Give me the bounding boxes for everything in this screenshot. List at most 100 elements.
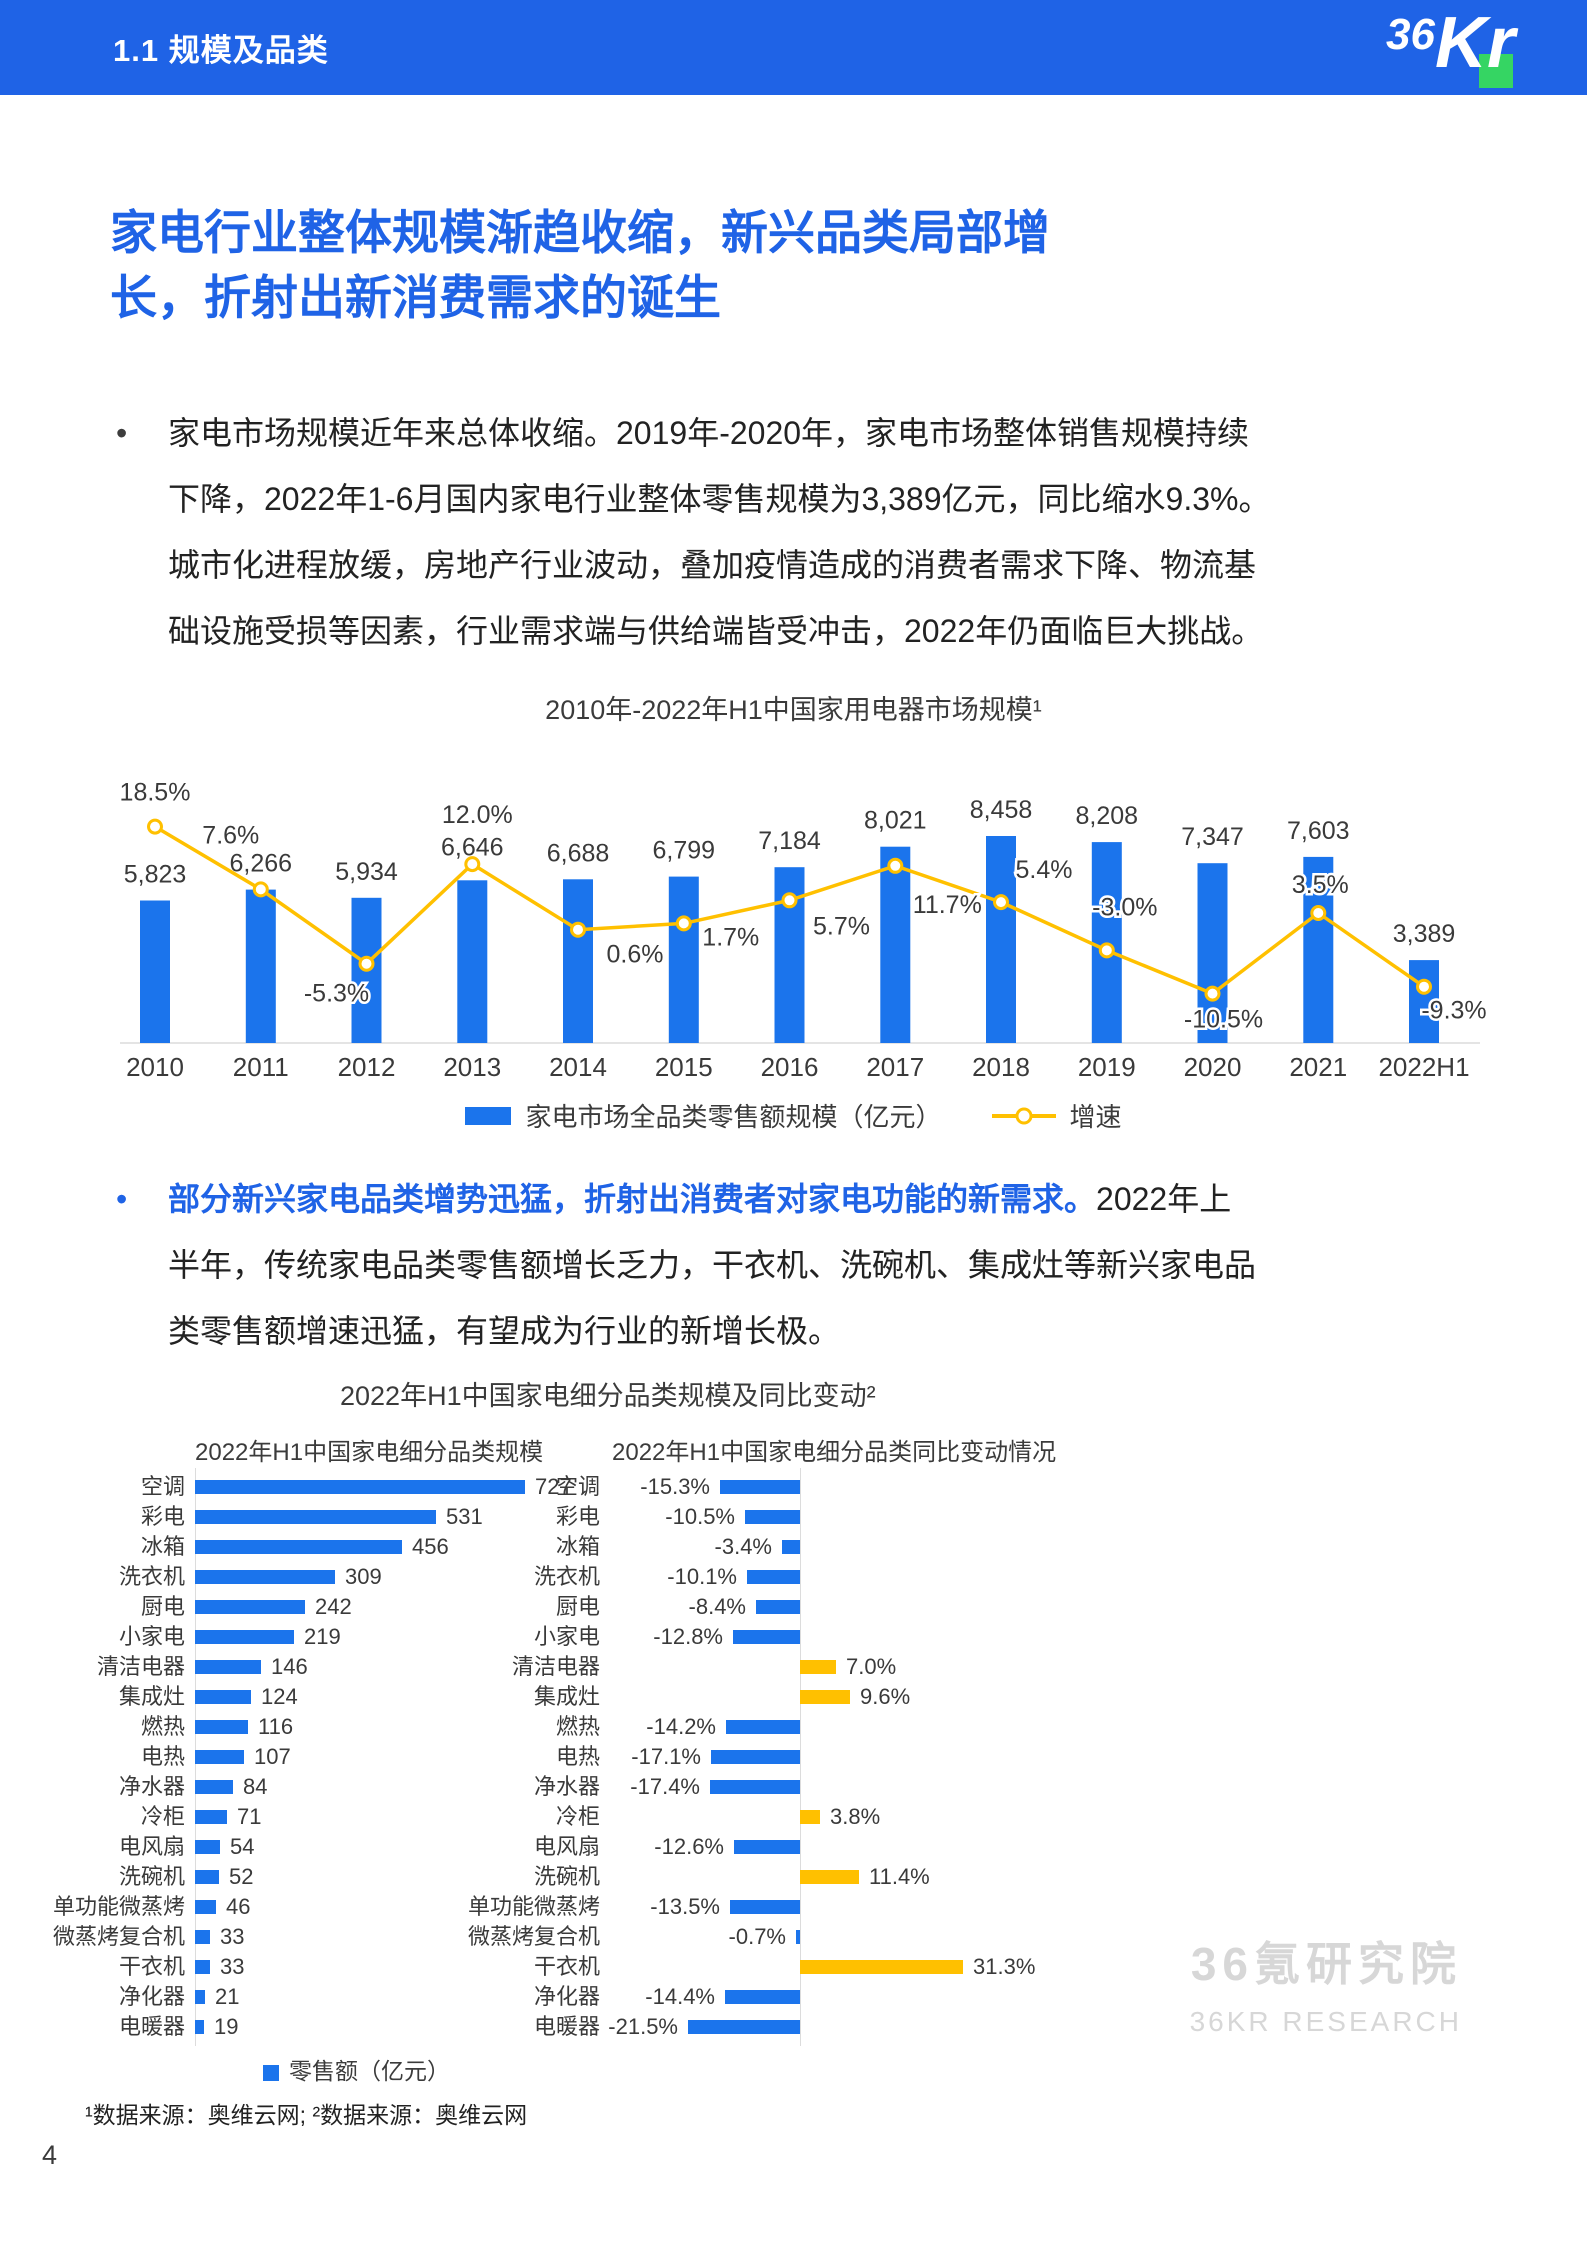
scale-row-label: 干衣机 bbox=[118, 1954, 185, 1979]
section-label: 1.1 规模及品类 bbox=[113, 33, 329, 68]
change-value: 7.0% bbox=[846, 1654, 897, 1679]
scale-bar bbox=[195, 1630, 294, 1644]
paragraph-line: 类零售额增速迅猛，有望成为行业的新增长极。 bbox=[168, 1313, 841, 1349]
scale-value: 19 bbox=[214, 2014, 239, 2039]
change-value: -0.7% bbox=[728, 1924, 786, 1949]
bullet-dot: • bbox=[116, 1181, 128, 1217]
change-bar-negative bbox=[730, 1900, 800, 1914]
change-value: -15.3% bbox=[640, 1474, 710, 1499]
change-row-label: 燃热 bbox=[555, 1714, 600, 1739]
growth-marker bbox=[993, 894, 1009, 911]
change-bar-negative bbox=[747, 1570, 800, 1584]
change-row-label: 彩电 bbox=[555, 1504, 600, 1529]
x-tick-label: 2013 bbox=[443, 1052, 501, 1082]
x-tick-label: 2011 bbox=[233, 1052, 289, 1082]
scale-value: 107 bbox=[254, 1744, 291, 1769]
scale-row-label: 电热 bbox=[140, 1744, 185, 1769]
footnote: ¹数据来源：奥维云网; ²数据来源：奥维云网 bbox=[85, 2102, 528, 2128]
scale-bar bbox=[195, 1660, 261, 1674]
growth-pct-label: 3.5% bbox=[1292, 871, 1349, 899]
change-value: -17.1% bbox=[631, 1744, 701, 1769]
bullet-dot: • bbox=[116, 415, 128, 451]
growth-marker bbox=[252, 881, 269, 898]
change-chart-title: 2022年H1中国家电细分品类同比变动情况 bbox=[612, 1439, 1057, 1466]
scale-chart-legend: 零售额（亿元） bbox=[263, 2052, 450, 2086]
market-size-chart: 5,823 2010 6,266 2011 5,934 2012 6,646 2013 6,68… bbox=[100, 728, 1500, 1090]
growth-marker bbox=[1416, 978, 1432, 995]
change-value: -13.5% bbox=[650, 1894, 720, 1919]
page-title-line1: 家电行业整体规模渐趋收缩，新兴品类局部增 bbox=[110, 206, 1050, 259]
paragraph-line: 家电市场规模近年来总体收缩。2019年-2020年，家电市场整体销售规模持续 bbox=[168, 415, 1250, 451]
change-bar-positive bbox=[800, 1960, 963, 1974]
bar-value-label: 5,823 bbox=[124, 861, 187, 889]
bar-value-label: 5,934 bbox=[335, 858, 398, 886]
change-value: 11.4% bbox=[869, 1864, 930, 1889]
change-bar-positive bbox=[800, 1870, 859, 1884]
paragraph-new-categories: • 部分新兴家电品类增势迅猛，折射出消费者对家电功能的新需求。2022年上 半年… bbox=[112, 1166, 1532, 1364]
scale-bar bbox=[195, 1570, 335, 1584]
growth-pct-label: 5.4% bbox=[1016, 856, 1073, 884]
scale-value: 124 bbox=[261, 1684, 298, 1709]
paragraph-market-shrink: • 家电市场规模近年来总体收缩。2019年-2020年，家电市场整体销售规模持续… bbox=[112, 400, 1532, 664]
watermark-en: 36KR RESEARCH bbox=[1189, 2006, 1462, 2037]
change-value: -17.4% bbox=[630, 1774, 700, 1799]
change-row-label: 集成灶 bbox=[533, 1684, 600, 1709]
scale-row-label: 空调 bbox=[140, 1474, 185, 1499]
scale-bar bbox=[195, 1780, 233, 1794]
change-row-label: 干衣机 bbox=[533, 1954, 600, 1979]
x-tick-label: 2012 bbox=[338, 1052, 396, 1082]
bar-2018 bbox=[986, 836, 1016, 1043]
paragraph-line: 部分新兴家电品类增势迅猛，折射出消费者对家电功能的新需求。2022年上 bbox=[168, 1166, 1532, 1232]
bar-2014 bbox=[563, 879, 593, 1043]
scale-row-label: 冰箱 bbox=[140, 1534, 185, 1559]
scale-row-label: 小家电 bbox=[118, 1624, 185, 1649]
bar-value-label: 3,389 bbox=[1393, 920, 1456, 948]
x-tick-label: 2010 bbox=[126, 1052, 184, 1082]
x-tick-label: 2022H1 bbox=[1378, 1052, 1469, 1082]
x-tick-label: 2017 bbox=[866, 1052, 924, 1082]
paragraph-lines: 部分新兴家电品类增势迅猛，折射出消费者对家电功能的新需求。2022年上 半年，传… bbox=[168, 1166, 1532, 1364]
legend-bar-label: 家电市场全品类零售额规模（亿元） bbox=[525, 1102, 942, 1132]
change-bar-negative bbox=[726, 1720, 800, 1734]
growth-marker bbox=[1310, 905, 1327, 921]
scale-value: 46 bbox=[226, 1894, 251, 1919]
scale-value: 52 bbox=[229, 1864, 254, 1889]
scale-value: 219 bbox=[304, 1624, 341, 1649]
scale-value: 116 bbox=[258, 1714, 294, 1739]
paragraph-text: 2022年上 bbox=[1096, 1181, 1232, 1217]
header-bar: 1.1 规模及品类 36Kr bbox=[0, 0, 1587, 95]
scale-value: 21 bbox=[215, 1984, 240, 2009]
x-tick-label: 2016 bbox=[761, 1052, 819, 1082]
growth-pct-label: -9.3% bbox=[1421, 997, 1486, 1025]
growth-pct-label: 5.7% bbox=[813, 912, 870, 940]
scale-bar bbox=[195, 1990, 205, 2004]
scale-row-label: 单功能微蒸烤 bbox=[52, 1894, 185, 1919]
change-chart-axis bbox=[800, 1468, 801, 2046]
legend-line-swatch bbox=[991, 1107, 1056, 1124]
x-tick-label: 2018 bbox=[972, 1052, 1030, 1082]
logo-green-square-icon bbox=[1479, 54, 1513, 88]
change-bar-negative bbox=[756, 1600, 800, 1614]
highlight-text: 部分新兴家电品类增势迅猛，折射出消费者对家电功能的新需求。 bbox=[168, 1181, 1097, 1217]
change-value: -12.8% bbox=[653, 1624, 723, 1649]
change-value: -3.4% bbox=[714, 1534, 772, 1559]
change-bar-negative bbox=[782, 1540, 800, 1554]
change-row-label: 电风扇 bbox=[533, 1834, 600, 1859]
growth-pct-label: 11.7% bbox=[913, 891, 982, 919]
bar-value-label: 6,688 bbox=[547, 839, 610, 867]
scale-value: 146 bbox=[271, 1654, 308, 1679]
change-value: 31.3% bbox=[973, 1954, 1036, 1979]
scale-bar bbox=[195, 2020, 204, 2034]
paragraph-line: 半年，传统家电品类零售额增长乏力，干衣机、洗碗机、集成灶等新兴家电品 bbox=[168, 1247, 1257, 1283]
change-row-label: 电暖器 bbox=[533, 2014, 600, 2039]
growth-marker bbox=[1098, 942, 1115, 959]
paragraph-lines: 家电市场规模近年来总体收缩。2019年-2020年，家电市场整体销售规模持续 下… bbox=[168, 400, 1532, 664]
logo-36kr: 36Kr bbox=[1355, 2, 1515, 94]
logo-text-kr: Kr bbox=[1434, 3, 1515, 83]
change-row-label: 清洁电器 bbox=[511, 1654, 600, 1679]
bar-value-label: 8,458 bbox=[970, 796, 1033, 824]
scale-value: 84 bbox=[243, 1774, 268, 1799]
scale-value: 71 bbox=[237, 1804, 262, 1829]
bar-2017 bbox=[880, 846, 911, 1043]
